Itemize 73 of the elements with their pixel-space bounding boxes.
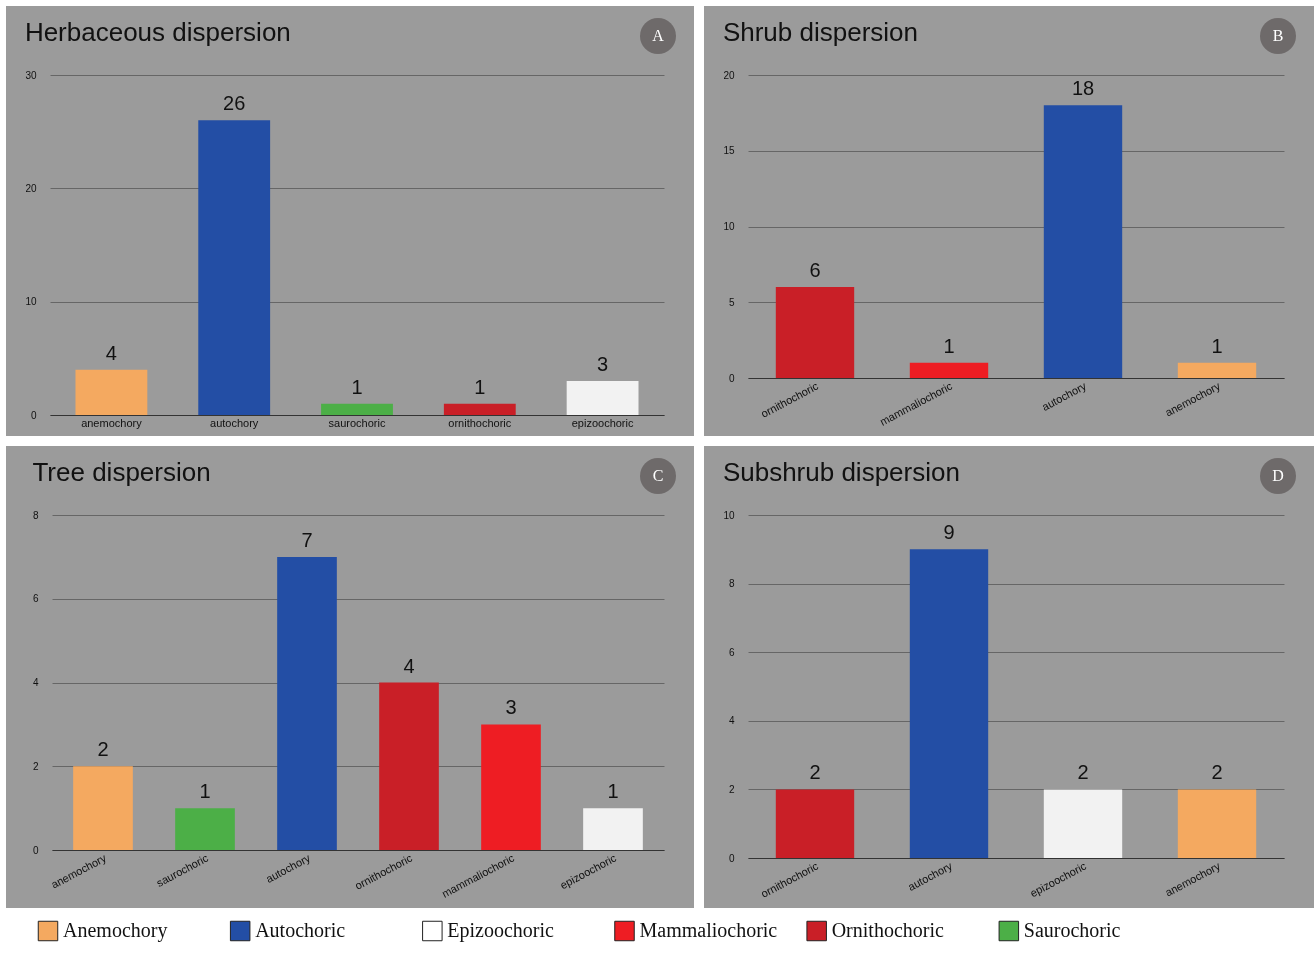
- data-label: 3: [597, 353, 609, 375]
- x-tick-label: epizoochoric: [571, 416, 634, 429]
- data-label: 1: [1211, 334, 1223, 357]
- data-label: 1: [943, 334, 955, 357]
- chart-title: Tree dispersion: [32, 457, 211, 487]
- y-tick-label: 2: [32, 760, 39, 772]
- bar: [198, 120, 271, 415]
- bar: [566, 381, 639, 415]
- data-label: 7: [301, 528, 313, 551]
- data-label: 3: [505, 696, 517, 719]
- x-tick-label: ornithochoric: [448, 416, 512, 429]
- x-tick-label: anemochory: [81, 416, 143, 429]
- y-tick-label: 0: [728, 372, 735, 384]
- y-tick-label: 0: [32, 844, 39, 856]
- y-tick-label: 20: [25, 182, 37, 194]
- y-tick-label: 6: [728, 646, 735, 658]
- y-tick-label: 20: [723, 69, 735, 81]
- y-tick-label: 10: [723, 509, 735, 521]
- data-label: 2: [809, 761, 821, 784]
- bar: [775, 287, 855, 378]
- category-label: Saurochoric: [1023, 919, 1121, 941]
- x-tick-label: autochory: [210, 416, 259, 429]
- y-tick-label: 4: [32, 677, 39, 688]
- chart-title: Herbaceous dispersion: [24, 17, 291, 47]
- data-label: 1: [607, 780, 619, 803]
- bar: [73, 766, 133, 850]
- bar: [277, 556, 337, 850]
- y-tick-label: 6: [32, 593, 39, 605]
- data-label: 26: [223, 92, 246, 115]
- bar: [481, 724, 541, 850]
- bar: [443, 403, 516, 415]
- data-label: 1: [199, 780, 211, 803]
- chart-title: Shrub dispersion: [722, 17, 918, 47]
- y-tick-label: 10: [25, 296, 37, 308]
- y-tick-label: 30: [25, 69, 37, 81]
- y-tick-label: 15: [723, 145, 735, 157]
- bar: [583, 808, 643, 850]
- bar: [379, 682, 439, 850]
- x-tick-label: saurochoric: [328, 416, 386, 429]
- bar: [175, 808, 235, 850]
- category-label: Anemochory: [63, 919, 168, 942]
- data-label: 4: [403, 654, 415, 677]
- category-label: Mammaliochoric: [639, 919, 778, 941]
- y-tick-label: 0: [30, 409, 37, 421]
- data-label: 6: [809, 259, 821, 282]
- text: D: [1260, 458, 1296, 494]
- text: B: [1260, 18, 1296, 54]
- data-label: 4: [105, 341, 117, 364]
- bar: [75, 369, 148, 415]
- text: A: [640, 18, 676, 54]
- bar: [1177, 362, 1257, 378]
- text: C: [640, 458, 676, 494]
- y-tick-label: 4: [728, 715, 735, 727]
- y-tick-label: 8: [728, 578, 735, 590]
- data-label: 1: [351, 375, 363, 398]
- data-label: 2: [1077, 761, 1089, 784]
- y-tick-label: 2: [728, 783, 735, 795]
- bar: [909, 362, 989, 378]
- y-tick-label: 0: [728, 852, 735, 864]
- data-label: 2: [97, 738, 109, 761]
- data-label: 9: [943, 521, 955, 544]
- y-tick-label: 10: [723, 221, 735, 232]
- chart-title: Subshrub dispersion: [722, 457, 960, 487]
- category-label: Autochoric: [255, 919, 346, 941]
- category-label: Ornithochoric: [831, 919, 944, 941]
- data-label: 2: [1211, 761, 1223, 784]
- bar: [321, 403, 393, 415]
- data-label: 1: [474, 375, 486, 398]
- bar: [1043, 105, 1123, 378]
- category-label: Epizoochoric: [447, 919, 555, 942]
- data-label: 18: [1071, 77, 1095, 100]
- y-tick-label: 5: [728, 296, 735, 308]
- y-tick-label: 8: [32, 509, 39, 521]
